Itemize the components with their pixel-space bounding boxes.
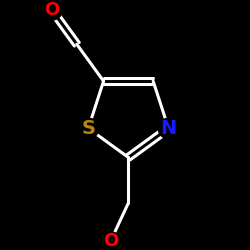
Text: N: N — [160, 119, 176, 138]
Text: O: O — [103, 232, 118, 250]
Text: O: O — [44, 1, 60, 19]
Text: S: S — [81, 119, 95, 138]
